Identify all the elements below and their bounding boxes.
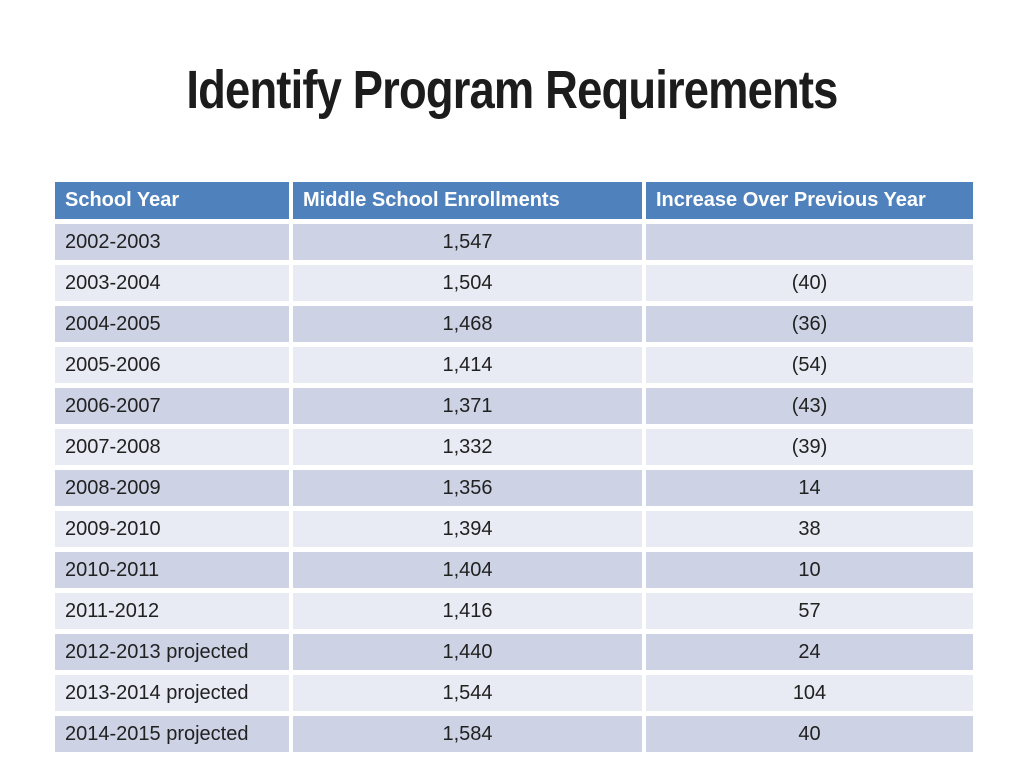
- table-row: 2008-2009 1,356 14: [55, 467, 973, 511]
- header-school-year: School Year: [55, 182, 293, 224]
- year-cell: 2002-2003: [55, 221, 293, 265]
- table-row: 2009-2010 1,394 38: [55, 508, 973, 552]
- table-row: 2003-2004 1,504 (40): [55, 262, 973, 306]
- enrollment-cell: 1,468: [291, 303, 646, 347]
- header-middle-school-enrollments: Middle School Enrollments: [291, 182, 646, 224]
- increase-cell: (36): [644, 303, 973, 347]
- table-row: 2011-2012 1,416 57: [55, 590, 973, 634]
- year-cell: 2004-2005: [55, 303, 293, 347]
- year-cell: 2011-2012: [55, 590, 293, 634]
- year-cell: 2007-2008: [55, 426, 293, 470]
- table-row: 2002-2003 1,547: [55, 221, 973, 265]
- year-cell: 2013-2014 projected: [55, 672, 293, 716]
- year-cell: 2010-2011: [55, 549, 293, 593]
- enrollment-cell: 1,504: [291, 262, 646, 306]
- table-row: 2005-2006 1,414 (54): [55, 344, 973, 388]
- increase-cell: (43): [644, 385, 973, 429]
- table-row: 2014-2015 projected 1,584 40: [55, 713, 973, 757]
- enrollment-cell: 1,440: [291, 631, 646, 675]
- enrollment-cell: 1,416: [291, 590, 646, 634]
- enrollment-cell: 1,544: [291, 672, 646, 716]
- increase-cell: 40: [644, 713, 973, 757]
- enrollment-cell: 1,394: [291, 508, 646, 552]
- year-cell: 2012-2013 projected: [55, 631, 293, 675]
- table-body: 2002-2003 1,547 2003-2004 1,504 (40) 2004-200…: [55, 221, 973, 757]
- table-header: School Year Middle School Enrollments In…: [55, 182, 973, 224]
- year-cell: 2003-2004: [55, 262, 293, 306]
- table-row: 2013-2014 projected 1,544 104: [55, 672, 973, 716]
- enrollment-cell: 1,547: [291, 221, 646, 265]
- slide-title: Identify Program Requirements: [186, 60, 838, 120]
- table-row: 2007-2008 1,332 (39): [55, 426, 973, 470]
- enrollment-cell: 1,371: [291, 385, 646, 429]
- year-cell: 2009-2010: [55, 508, 293, 552]
- year-cell: 2005-2006: [55, 344, 293, 388]
- header-row: School Year Middle School Enrollments In…: [55, 182, 973, 224]
- enrollment-cell: 1,356: [291, 467, 646, 511]
- enrollment-table: School Year Middle School Enrollments In…: [55, 182, 973, 757]
- header-increase-over-previous-year: Increase Over Previous Year: [644, 182, 973, 224]
- increase-cell: 10: [644, 549, 973, 593]
- year-cell: 2014-2015 projected: [55, 713, 293, 757]
- increase-cell: [644, 221, 973, 265]
- enrollment-cell: 1,404: [291, 549, 646, 593]
- table-row: 2006-2007 1,371 (43): [55, 385, 973, 429]
- increase-cell: 57: [644, 590, 973, 634]
- increase-cell: 38: [644, 508, 973, 552]
- increase-cell: (40): [644, 262, 973, 306]
- increase-cell: 14: [644, 467, 973, 511]
- increase-cell: (54): [644, 344, 973, 388]
- enrollment-cell: 1,332: [291, 426, 646, 470]
- increase-cell: 104: [644, 672, 973, 716]
- enrollment-cell: 1,584: [291, 713, 646, 757]
- table-row: 2012-2013 projected 1,440 24: [55, 631, 973, 675]
- enrollment-cell: 1,414: [291, 344, 646, 388]
- year-cell: 2006-2007: [55, 385, 293, 429]
- year-cell: 2008-2009: [55, 467, 293, 511]
- table-row: 2010-2011 1,404 10: [55, 549, 973, 593]
- increase-cell: 24: [644, 631, 973, 675]
- table-row: 2004-2005 1,468 (36): [55, 303, 973, 347]
- increase-cell: (39): [644, 426, 973, 470]
